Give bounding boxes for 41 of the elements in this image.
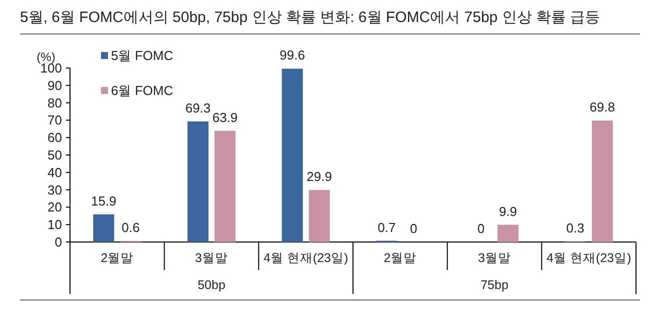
- y-tick-label: 30: [48, 182, 62, 198]
- y-tick-label: 40: [48, 164, 62, 180]
- data-label: 29.9: [306, 168, 332, 184]
- data-label: 0.3: [566, 220, 584, 236]
- bar: [282, 68, 303, 242]
- data-label: 69.3: [185, 100, 211, 116]
- y-tick-label: 80: [48, 95, 62, 110]
- text: 75bp: [480, 278, 508, 292]
- x-tick-label: 3월말: [478, 251, 511, 265]
- bar: [498, 224, 518, 242]
- bar: [93, 214, 114, 242]
- bar: [188, 121, 208, 242]
- text: 50bp: [198, 278, 226, 292]
- data-label: 0.7: [378, 220, 396, 235]
- legend-label: 5월 FOMC: [111, 48, 174, 63]
- data-label: 9.9: [498, 204, 518, 219]
- data-label: 69.8: [590, 100, 615, 115]
- legend-label: 6월 FOMC: [111, 83, 174, 98]
- x-tick-label: 3월말: [195, 251, 228, 265]
- y-axis-title: (%): [36, 50, 56, 64]
- y-tick-label: 70: [48, 112, 62, 128]
- y-tick-label: 60: [48, 130, 62, 146]
- data-label: 99.6: [280, 48, 305, 63]
- data-label: 0: [410, 221, 418, 236]
- data-label: 0.6: [122, 220, 140, 235]
- x-tick-label: 2월말: [384, 251, 417, 265]
- data-label: 0: [477, 221, 485, 236]
- y-tick-label: 20: [48, 200, 62, 215]
- y-tick-label: 50: [48, 148, 62, 162]
- y-tick-label: 10: [48, 217, 62, 232]
- chart-title: 5월, 6월 FOMC에서의 50bp, 75bp 인상 확률 변화: 6월 FOMC에서 75bp 인상 확률 급등: [20, 9, 600, 26]
- data-label: 15.9: [91, 193, 116, 208]
- x-tick-label: 4월 현재(23일): [264, 251, 348, 265]
- x-tick-label: 4월 현재(23일): [546, 251, 632, 265]
- bar: [214, 130, 236, 242]
- bar: [592, 120, 613, 242]
- data-label: 63.9: [212, 110, 238, 125]
- bar: [308, 190, 330, 242]
- y-tick-label: 0: [54, 234, 62, 250]
- y-tick-label: 90: [48, 78, 62, 93]
- x-tick-label: 2월말: [100, 251, 134, 265]
